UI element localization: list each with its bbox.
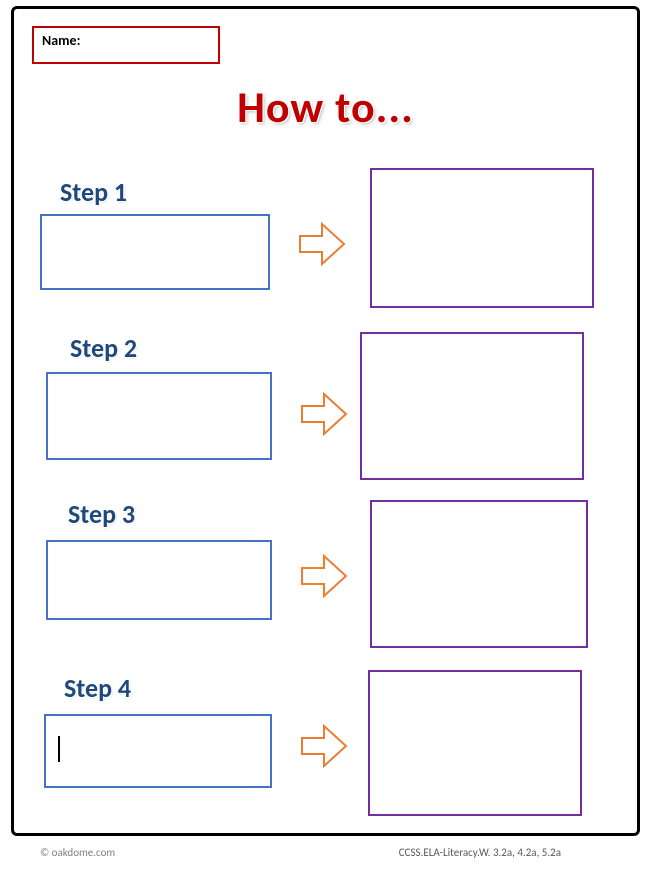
arrow-icon-2	[300, 392, 348, 436]
step-text-box-2[interactable]	[46, 372, 272, 460]
arrow-icon-1	[298, 222, 346, 266]
step-text-box-3[interactable]	[46, 540, 272, 620]
step-label-4: Step 4	[64, 672, 131, 704]
footer-copyright: © oakdome.com	[40, 846, 115, 859]
footer-standards: CCSS.ELA-Literacy.W. 3.2a, 4.2a, 5.2a	[399, 846, 561, 859]
arrow-icon-4	[300, 724, 348, 768]
page-title: How to...	[0, 80, 651, 134]
step-image-box-4[interactable]	[368, 670, 582, 816]
text-cursor	[58, 736, 60, 762]
name-label: Name:	[42, 32, 80, 49]
step-label-2: Step 2	[70, 332, 137, 364]
name-field[interactable]: Name:	[32, 26, 220, 64]
arrow-icon-3	[300, 554, 348, 598]
step-image-box-2[interactable]	[360, 332, 584, 480]
step-image-box-3[interactable]	[370, 500, 588, 648]
step-text-box-1[interactable]	[40, 214, 270, 290]
step-text-box-4[interactable]	[44, 714, 272, 788]
step-label-3: Step 3	[68, 498, 135, 530]
step-image-box-1[interactable]	[370, 168, 594, 308]
step-label-1: Step 1	[60, 176, 127, 208]
worksheet-page: Name: How to... Step 1 Step 2 Step 3 Step 4…	[0, 0, 651, 871]
